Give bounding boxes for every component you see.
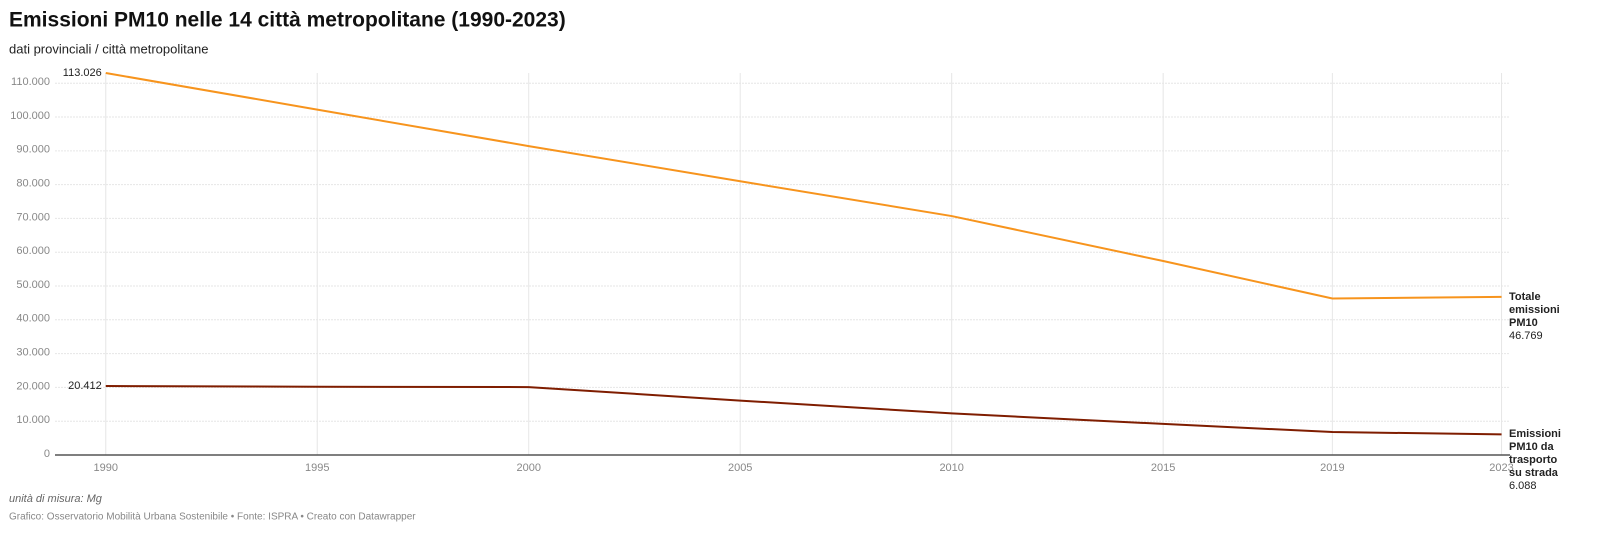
- series-name: Totale emissioni PM10: [1509, 290, 1560, 329]
- x-tick-label: 1990: [94, 462, 118, 474]
- end-label: Totale emissioni PM10 46.769: [1509, 291, 1567, 343]
- start-value-label: 20.412: [68, 380, 102, 392]
- x-tick-label: 2005: [728, 462, 752, 474]
- y-tick-label: 100.000: [10, 110, 50, 122]
- data-line: [105, 385, 1502, 436]
- end-value-label: 46.769: [1509, 329, 1543, 342]
- end-label: Emissioni PM10 da trasporto su strada 6.0…: [1509, 428, 1567, 493]
- y-tick-label: 70.000: [16, 211, 50, 223]
- series-name: Emissioni PM10 da trasporto su strada: [1509, 428, 1561, 480]
- y-tick-label: 20.000: [16, 380, 50, 392]
- chart-subtitle: dati provinciali / città metropolitane: [9, 41, 208, 56]
- y-tick-label: 10.000: [16, 414, 50, 426]
- x-tick-label: 1995: [305, 462, 329, 474]
- source: Grafico: Osservatorio Mobilità Urbana So…: [9, 512, 416, 523]
- x-tick-label: 2000: [516, 462, 540, 474]
- y-tick-label: 60.000: [16, 245, 50, 257]
- y-tick-label: 0: [44, 448, 50, 460]
- notes: unità di misura: Mg: [9, 493, 103, 505]
- y-tick-label: 50.000: [16, 279, 50, 291]
- y-tick-label: 110.000: [11, 76, 50, 88]
- data-line: [105, 72, 1502, 300]
- x-tick-label: 2019: [1320, 462, 1344, 474]
- start-value-label: 113.026: [63, 67, 102, 79]
- x-tick-label: 2023: [1489, 462, 1513, 474]
- x-tick-label: 2010: [939, 462, 963, 474]
- y-tick-label: 80.000: [16, 178, 50, 190]
- y-tick-label: 90.000: [16, 144, 50, 156]
- end-value-label: 6.088: [1509, 480, 1537, 493]
- chart-title: Emissioni PM10 nelle 14 città metropolit…: [9, 9, 566, 32]
- x-tick-label: 2015: [1151, 462, 1175, 474]
- y-tick-label: 30.000: [16, 347, 50, 359]
- y-tick-label: 40.000: [16, 313, 50, 325]
